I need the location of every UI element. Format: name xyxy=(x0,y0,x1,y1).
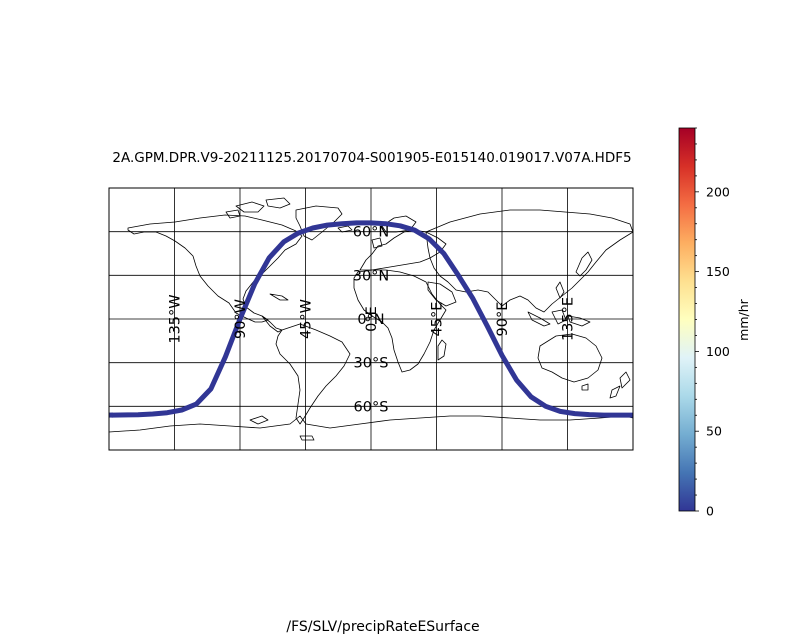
grid-labels: 135°W 90°W 45°W 0°E 45°E 90°E 135°E 60°S 30°S 0°N… xyxy=(168,225,577,416)
graticule xyxy=(109,188,633,450)
coastlines xyxy=(109,197,633,441)
meridian-label: 135°E xyxy=(561,297,577,341)
meridian-label: 45°W xyxy=(299,299,315,339)
colorbar-label: mm/hr xyxy=(736,298,751,340)
colorbar-tick-label: 50 xyxy=(706,424,722,439)
meridian-label: 90°W xyxy=(233,299,249,339)
meridian-label: 45°E xyxy=(430,302,446,337)
meridian-label: 90°E xyxy=(495,302,511,337)
parallel-label: 60°S xyxy=(354,399,389,415)
variable-path: /FS/SLV/precipRateESurface xyxy=(286,619,480,635)
colorbar: 0 50 100 150 200 mm/hr xyxy=(678,127,751,519)
colorbar-tick-label: 100 xyxy=(706,344,730,359)
parallel-label: 0°N xyxy=(357,312,384,328)
parallel-label: 60°N xyxy=(353,225,390,241)
figure-title: 2A.GPM.DPR.V9-20211125.20170704-S001905-… xyxy=(112,150,632,166)
parallel-label: 30°S xyxy=(354,356,389,372)
colorbar-tick-label: 0 xyxy=(706,504,714,519)
meridian-label: 135°W xyxy=(168,294,184,343)
map-panel: 135°W 90°W 45°W 0°E 45°E 90°E 135°E 60°S 30°S 0°N… xyxy=(108,187,634,451)
colorbar-tick-label: 200 xyxy=(706,184,730,199)
satellite-track xyxy=(109,220,633,418)
colorbar-tick-label: 150 xyxy=(706,264,730,279)
meridian-label: 0°E xyxy=(364,306,380,332)
parallel-label: 30°N xyxy=(353,268,390,284)
track-stray-point xyxy=(109,412,113,418)
